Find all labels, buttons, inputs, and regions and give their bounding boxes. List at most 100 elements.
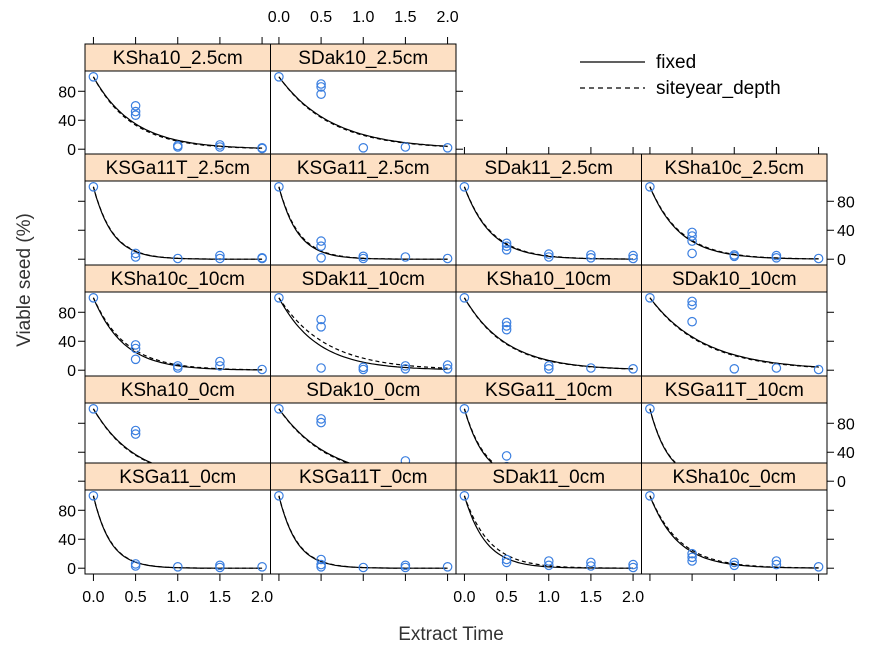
data-point (687, 231, 697, 241)
data-point (687, 552, 697, 563)
data-point (645, 292, 655, 303)
strip-background (641, 462, 828, 491)
data-point (586, 363, 596, 373)
panel-KSGa11T_2.5cm: KSGa11T_2.5cm (84, 153, 271, 266)
data-point (628, 559, 638, 570)
data-point (215, 361, 225, 371)
siteyear-depth-curve (649, 297, 819, 368)
data-point (628, 250, 638, 261)
y-tick-label: 0 (837, 474, 846, 491)
panel-plot-area (455, 180, 642, 266)
x-tick-label: 0.0 (268, 9, 290, 26)
data-point (729, 363, 740, 374)
x-tick-label: 1.0 (167, 589, 189, 606)
siteyear-depth-curve (463, 297, 634, 370)
data-point (173, 561, 183, 572)
data-point (316, 79, 326, 89)
data-point (501, 245, 512, 255)
panel-plot-area (270, 180, 457, 266)
data-point (400, 252, 411, 262)
panel-plot-area (84, 180, 271, 266)
data-point (459, 182, 470, 192)
data-point (628, 253, 638, 264)
data-point (442, 360, 453, 370)
data-point (358, 562, 369, 573)
data-point (442, 363, 453, 374)
data-point (173, 253, 183, 264)
data-point (771, 252, 782, 263)
panels-layer: KSha10_2.5cm SDak10_2.5cm KSGa11T_2.5cm KSG… (84, 43, 828, 575)
y-tick-label: 80 (58, 503, 76, 520)
strip-background (641, 264, 828, 293)
y-tick-label: 40 (837, 445, 855, 462)
data-point (215, 253, 225, 264)
x-tick-label: 1.5 (580, 589, 602, 606)
panel-strip-label: SDak11_0cm (492, 467, 605, 488)
data-point (130, 425, 141, 436)
panel-strip-label: KSGa11T_2.5cm (106, 158, 250, 179)
strip-background (84, 43, 271, 72)
panel-strip-label: KSha10c_0cm (672, 467, 796, 488)
x-tick-label: 2.0 (436, 9, 458, 26)
panel-KSGa11_0cm: KSGa11_0cm (84, 462, 271, 575)
panel-KSha10c_0cm: KSha10c_0cm (641, 462, 828, 575)
siteyear-depth-curve (278, 495, 448, 569)
data-point (400, 363, 411, 374)
data-point (316, 554, 326, 565)
data-point (316, 417, 326, 428)
y-tick-label: 80 (837, 416, 855, 433)
data-point (543, 249, 554, 259)
data-point (316, 561, 326, 572)
siteyear-depth-curve (278, 297, 448, 369)
panel-SDak11_0cm: SDak11_0cm (455, 462, 642, 575)
fixed-curve (92, 76, 263, 149)
data-point (501, 241, 512, 251)
data-point (687, 248, 697, 259)
panel-plot-area (455, 489, 642, 575)
x-tick-label: 1.5 (394, 9, 416, 26)
data-point (88, 403, 99, 414)
data-point (543, 361, 554, 371)
data-point (729, 557, 740, 568)
x-tick-label: 2.0 (251, 589, 273, 606)
data-point (501, 321, 512, 331)
panel-plot-area (455, 291, 642, 377)
data-point (274, 403, 284, 414)
panel-plot-area (641, 291, 828, 377)
data-point (130, 110, 141, 120)
data-point (257, 143, 267, 154)
data-point (274, 72, 284, 82)
data-point (687, 300, 697, 310)
data-point (274, 182, 284, 192)
data-point (543, 363, 554, 374)
data-point (358, 143, 369, 153)
siteyear-depth-curve (278, 76, 448, 148)
panel-plot-area (641, 489, 828, 575)
y-tick-label: 0 (837, 252, 846, 269)
data-point (316, 236, 326, 246)
data-point (543, 556, 554, 566)
fixed-curve (278, 297, 448, 370)
panel-strip-label: KSGa11_10cm (485, 380, 612, 401)
panel-strip-label: KSGa11_0cm (119, 467, 236, 488)
data-point (130, 252, 141, 262)
strip-background (270, 462, 457, 491)
y-tick-label: 40 (58, 334, 76, 351)
data-point (400, 562, 411, 573)
data-point (316, 89, 326, 99)
data-point (543, 252, 554, 262)
data-point (501, 317, 512, 328)
data-point (501, 554, 512, 565)
data-point (130, 354, 141, 365)
data-point (88, 72, 99, 82)
data-point (173, 363, 183, 373)
data-point (316, 241, 326, 251)
y-tick-label: 0 (67, 142, 76, 159)
data-point (316, 321, 326, 332)
data-point (501, 451, 512, 461)
panel-strip-label: KSha10_10cm (486, 269, 611, 290)
strip-background (455, 375, 642, 404)
y-tick-label: 0 (67, 363, 76, 380)
panel-KSha10c_10cm: KSha10c_10cm (84, 264, 271, 377)
panel-strip-label: KSha10_0cm (121, 380, 235, 401)
